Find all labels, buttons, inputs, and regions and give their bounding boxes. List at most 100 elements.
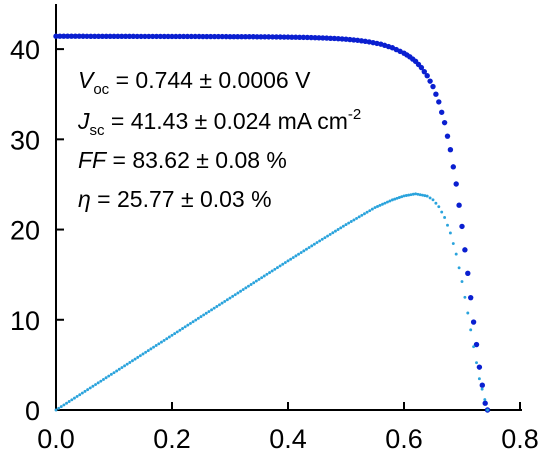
data-point — [486, 408, 489, 412]
data-point — [178, 328, 182, 332]
data-point — [126, 33, 133, 40]
data-point — [200, 33, 206, 40]
data-point — [250, 34, 256, 40]
data-point — [308, 34, 314, 41]
eta-text: = 25.77 ± 0.03 % — [91, 186, 272, 212]
series-1 — [54, 192, 489, 412]
data-point — [165, 337, 169, 341]
data-point — [431, 198, 435, 202]
data-point — [196, 33, 202, 40]
data-point — [349, 220, 353, 223]
data-point — [451, 242, 455, 245]
data-point — [146, 33, 152, 40]
data-point — [331, 231, 335, 235]
data-point — [286, 259, 290, 263]
data-point — [433, 91, 439, 97]
data-point — [125, 362, 129, 366]
data-point — [262, 274, 266, 278]
data-point — [231, 294, 235, 298]
data-point — [310, 244, 314, 248]
data-point — [102, 377, 105, 381]
annotations: Voc = 0.744 ± 0.0006 V Jsc = 41.43 ± 0.0… — [77, 67, 361, 212]
data-point — [302, 249, 306, 253]
data-point — [331, 35, 338, 42]
data-point — [204, 311, 208, 315]
data-point — [68, 33, 75, 39]
data-point — [62, 403, 66, 407]
data-point — [177, 33, 183, 40]
data-point — [215, 305, 219, 308]
data-point — [134, 33, 140, 40]
data-point — [339, 36, 345, 42]
data-point — [115, 369, 119, 373]
data-point — [434, 201, 438, 205]
data-point — [318, 239, 322, 243]
data-point — [157, 342, 161, 346]
data-point — [112, 371, 116, 375]
data-point — [411, 192, 415, 196]
eta-var: η — [78, 186, 91, 212]
x-tick-label: 0.0 — [37, 424, 75, 454]
data-point — [57, 406, 61, 410]
data-point — [72, 33, 79, 39]
data-point — [418, 64, 425, 71]
data-point — [236, 291, 240, 295]
data-point — [328, 232, 332, 236]
data-point — [390, 198, 394, 202]
data-point — [388, 199, 392, 203]
data-point — [218, 303, 221, 307]
data-point — [80, 391, 84, 395]
data-point — [477, 377, 481, 381]
data-point — [454, 252, 458, 256]
data-point — [231, 33, 237, 40]
data-point — [360, 213, 364, 217]
data-point — [289, 34, 295, 40]
data-point — [335, 36, 341, 42]
jsc-sub: sc — [90, 122, 106, 139]
data-point — [210, 308, 213, 312]
data-point — [220, 301, 224, 305]
data-point — [59, 405, 63, 409]
data-point — [144, 350, 148, 354]
data-point — [341, 224, 345, 228]
data-point — [75, 394, 79, 398]
data-point — [91, 384, 95, 388]
data-point — [207, 310, 211, 313]
data-point — [103, 33, 109, 39]
data-point — [104, 376, 108, 380]
data-point — [393, 197, 397, 201]
data-point — [186, 323, 190, 327]
data-point — [297, 252, 300, 256]
jsc-annotation: Jsc = 41.43 ± 0.024 mA cm-2 — [77, 106, 361, 139]
data-point — [233, 293, 237, 297]
ff-text: = 83.62 ± 0.08 % — [106, 147, 287, 173]
data-point — [173, 33, 179, 40]
data-point — [457, 266, 461, 270]
data-point — [223, 299, 227, 303]
data-point — [146, 349, 150, 353]
data-point — [238, 33, 245, 40]
data-point — [453, 181, 459, 187]
data-point — [397, 196, 401, 199]
data-point — [323, 236, 327, 240]
data-point — [327, 35, 334, 41]
data-point — [273, 267, 277, 271]
data-point — [407, 193, 411, 197]
x-tick-label: 0.8 — [501, 424, 539, 454]
data-point — [363, 212, 366, 216]
data-point — [53, 33, 59, 39]
data-point — [421, 68, 427, 75]
data-point — [312, 34, 318, 41]
data-point — [241, 288, 245, 291]
data-point — [54, 408, 58, 412]
x-tick-label: 0.4 — [269, 424, 307, 454]
jsc-sup: -2 — [348, 106, 361, 123]
data-point — [460, 280, 464, 283]
data-point — [463, 295, 467, 299]
data-point — [215, 33, 222, 40]
y-tick-label: 20 — [10, 216, 40, 246]
data-point — [254, 34, 260, 40]
data-point — [444, 133, 451, 139]
data-point — [165, 33, 171, 40]
data-point — [480, 387, 484, 391]
